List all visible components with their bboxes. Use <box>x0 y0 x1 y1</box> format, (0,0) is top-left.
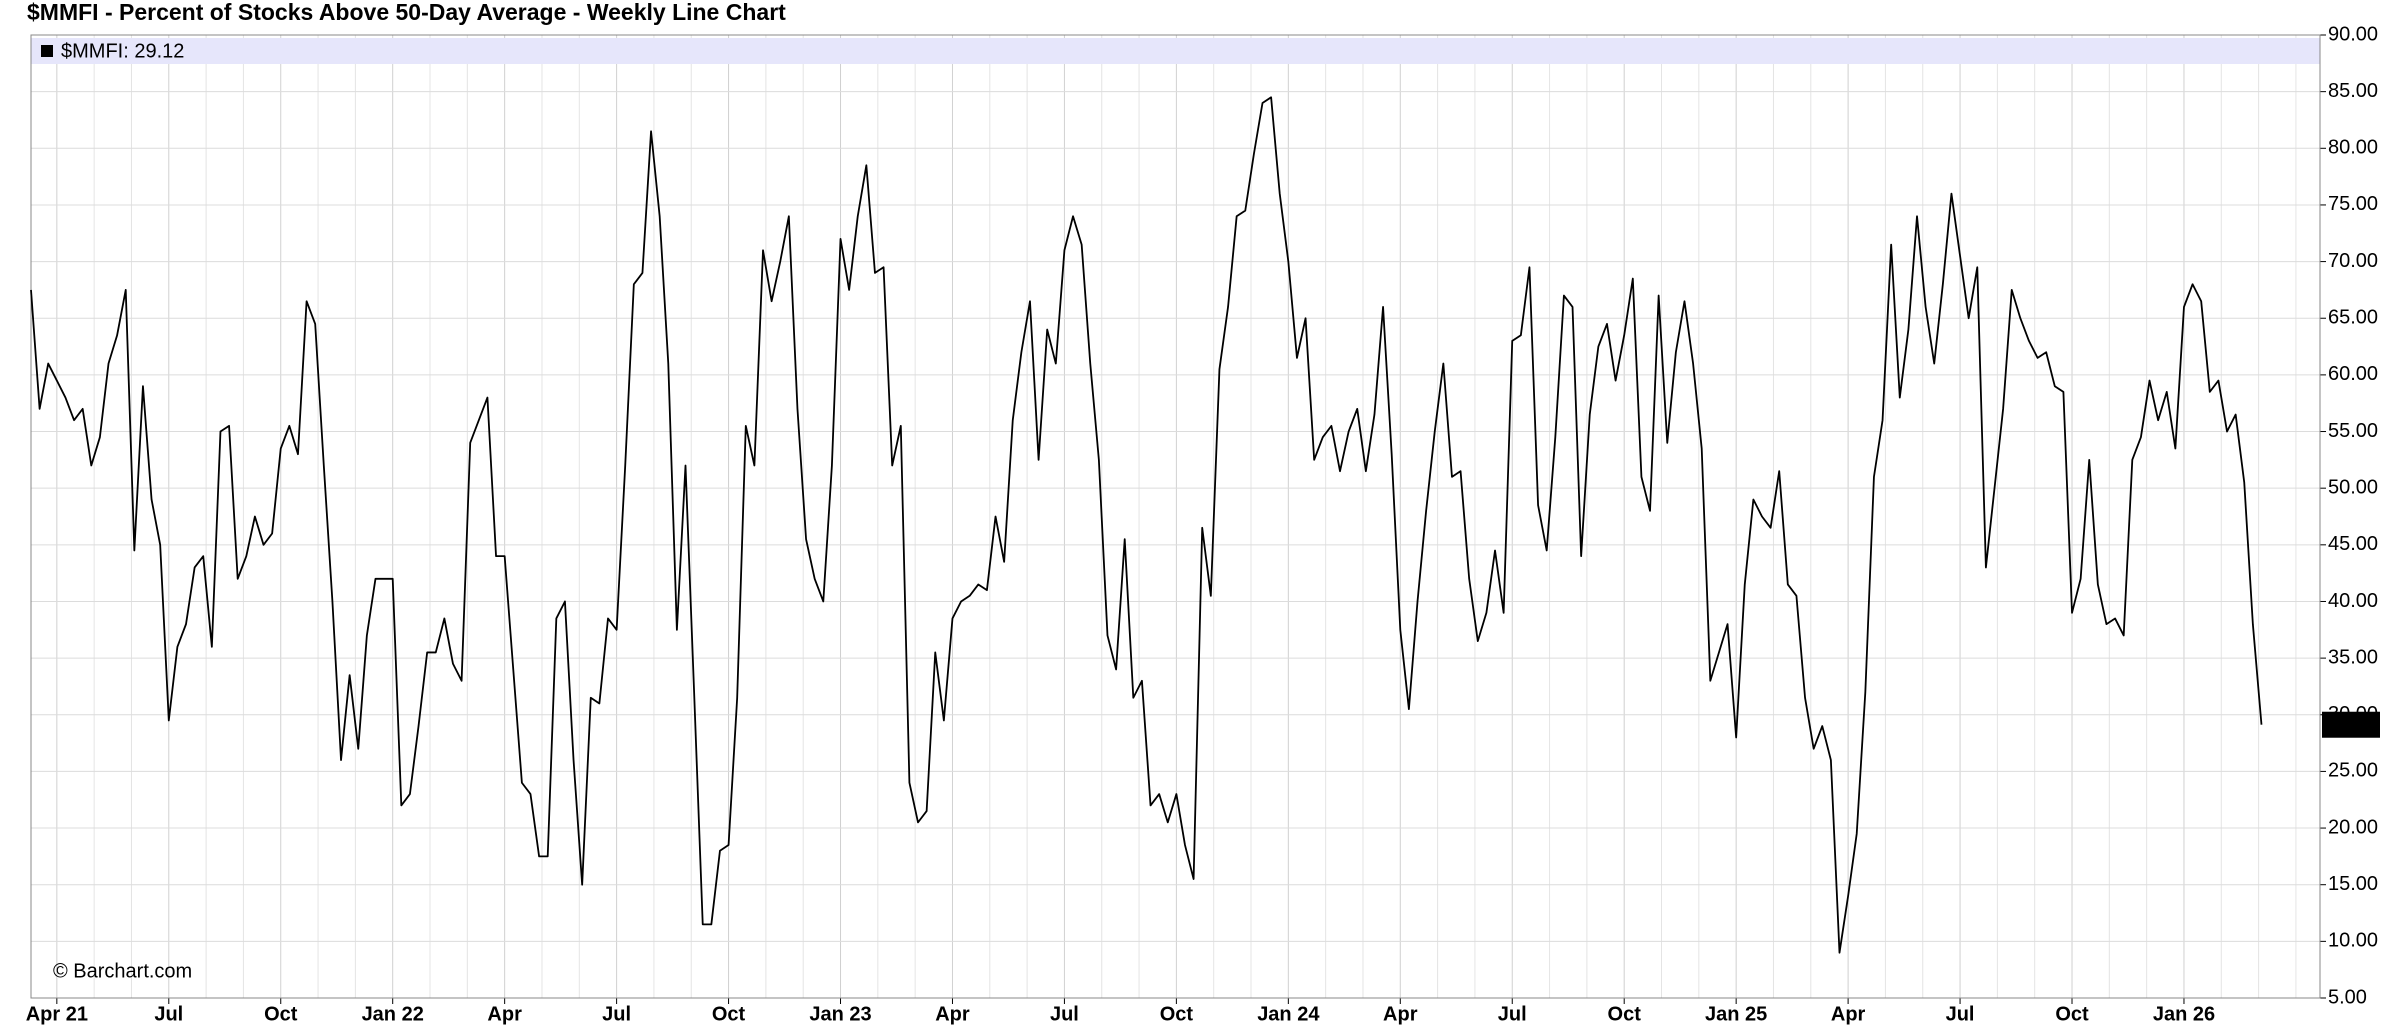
x-tick-label: Jan 25 <box>1705 1003 1767 1025</box>
x-tick-label: Jul <box>1946 1003 1975 1025</box>
x-tick-label: Jul <box>154 1003 183 1025</box>
x-tick-label: Apr <box>487 1003 522 1025</box>
watermark: © Barchart.com <box>53 960 192 982</box>
y-tick-label: 90.00 <box>2328 23 2378 45</box>
last-value-badge <box>2322 711 2380 738</box>
x-tick-label: Jul <box>602 1003 631 1025</box>
x-tick-label: Apr <box>1383 1003 1418 1025</box>
y-tick-label: 40.00 <box>2328 590 2378 612</box>
series-line <box>30 96 2263 954</box>
y-tick-label: 25.00 <box>2328 760 2378 782</box>
y-tick-label: 5.00 <box>2328 986 2367 1008</box>
y-tick-label: 75.00 <box>2328 193 2378 215</box>
plot-frame <box>30 34 2321 999</box>
x-tick-label: Jan 23 <box>809 1003 871 1025</box>
y-tick-label: 10.00 <box>2328 930 2378 952</box>
legend-label: $MMFI: 29.12 <box>61 40 184 62</box>
y-tick-label: 70.00 <box>2328 250 2378 272</box>
chart-title: $MMFI - Percent of Stocks Above 50-Day A… <box>27 0 786 25</box>
legend-swatch <box>41 45 53 57</box>
x-tick-label: Jan 22 <box>362 1003 424 1025</box>
x-tick-label: Apr <box>1831 1003 1866 1025</box>
y-tick-label: 20.00 <box>2328 816 2378 838</box>
last-value-label: 29.12 <box>2325 714 2375 736</box>
x-tick-label: Apr 21 <box>26 1003 88 1025</box>
y-tick-label: 15.00 <box>2328 873 2378 895</box>
x-tick-label: Jan 26 <box>2153 1003 2215 1025</box>
plot-background <box>31 35 2320 998</box>
x-tick-label: Apr <box>935 1003 970 1025</box>
y-tick-label: 45.00 <box>2328 533 2378 555</box>
legend-band <box>31 38 2320 64</box>
y-tick-label: 50.00 <box>2328 476 2378 498</box>
y-tick-label: 55.00 <box>2328 420 2378 442</box>
y-tick-label: 65.00 <box>2328 307 2378 329</box>
x-tick-label: Jul <box>1498 1003 1527 1025</box>
x-tick-label: Oct <box>2055 1003 2089 1025</box>
y-tick-label: 80.00 <box>2328 137 2378 159</box>
x-tick-label: Oct <box>712 1003 746 1025</box>
x-tick-label: Oct <box>1608 1003 1642 1025</box>
x-tick-label: Oct <box>264 1003 298 1025</box>
y-tick-label: 60.00 <box>2328 363 2378 385</box>
x-tick-label: Jan 24 <box>1257 1003 1320 1025</box>
y-tick-label: 35.00 <box>2328 646 2378 668</box>
x-tick-label: Oct <box>1160 1003 1194 1025</box>
y-tick-label: 85.00 <box>2328 80 2378 102</box>
x-tick-label: Jul <box>1050 1003 1079 1025</box>
